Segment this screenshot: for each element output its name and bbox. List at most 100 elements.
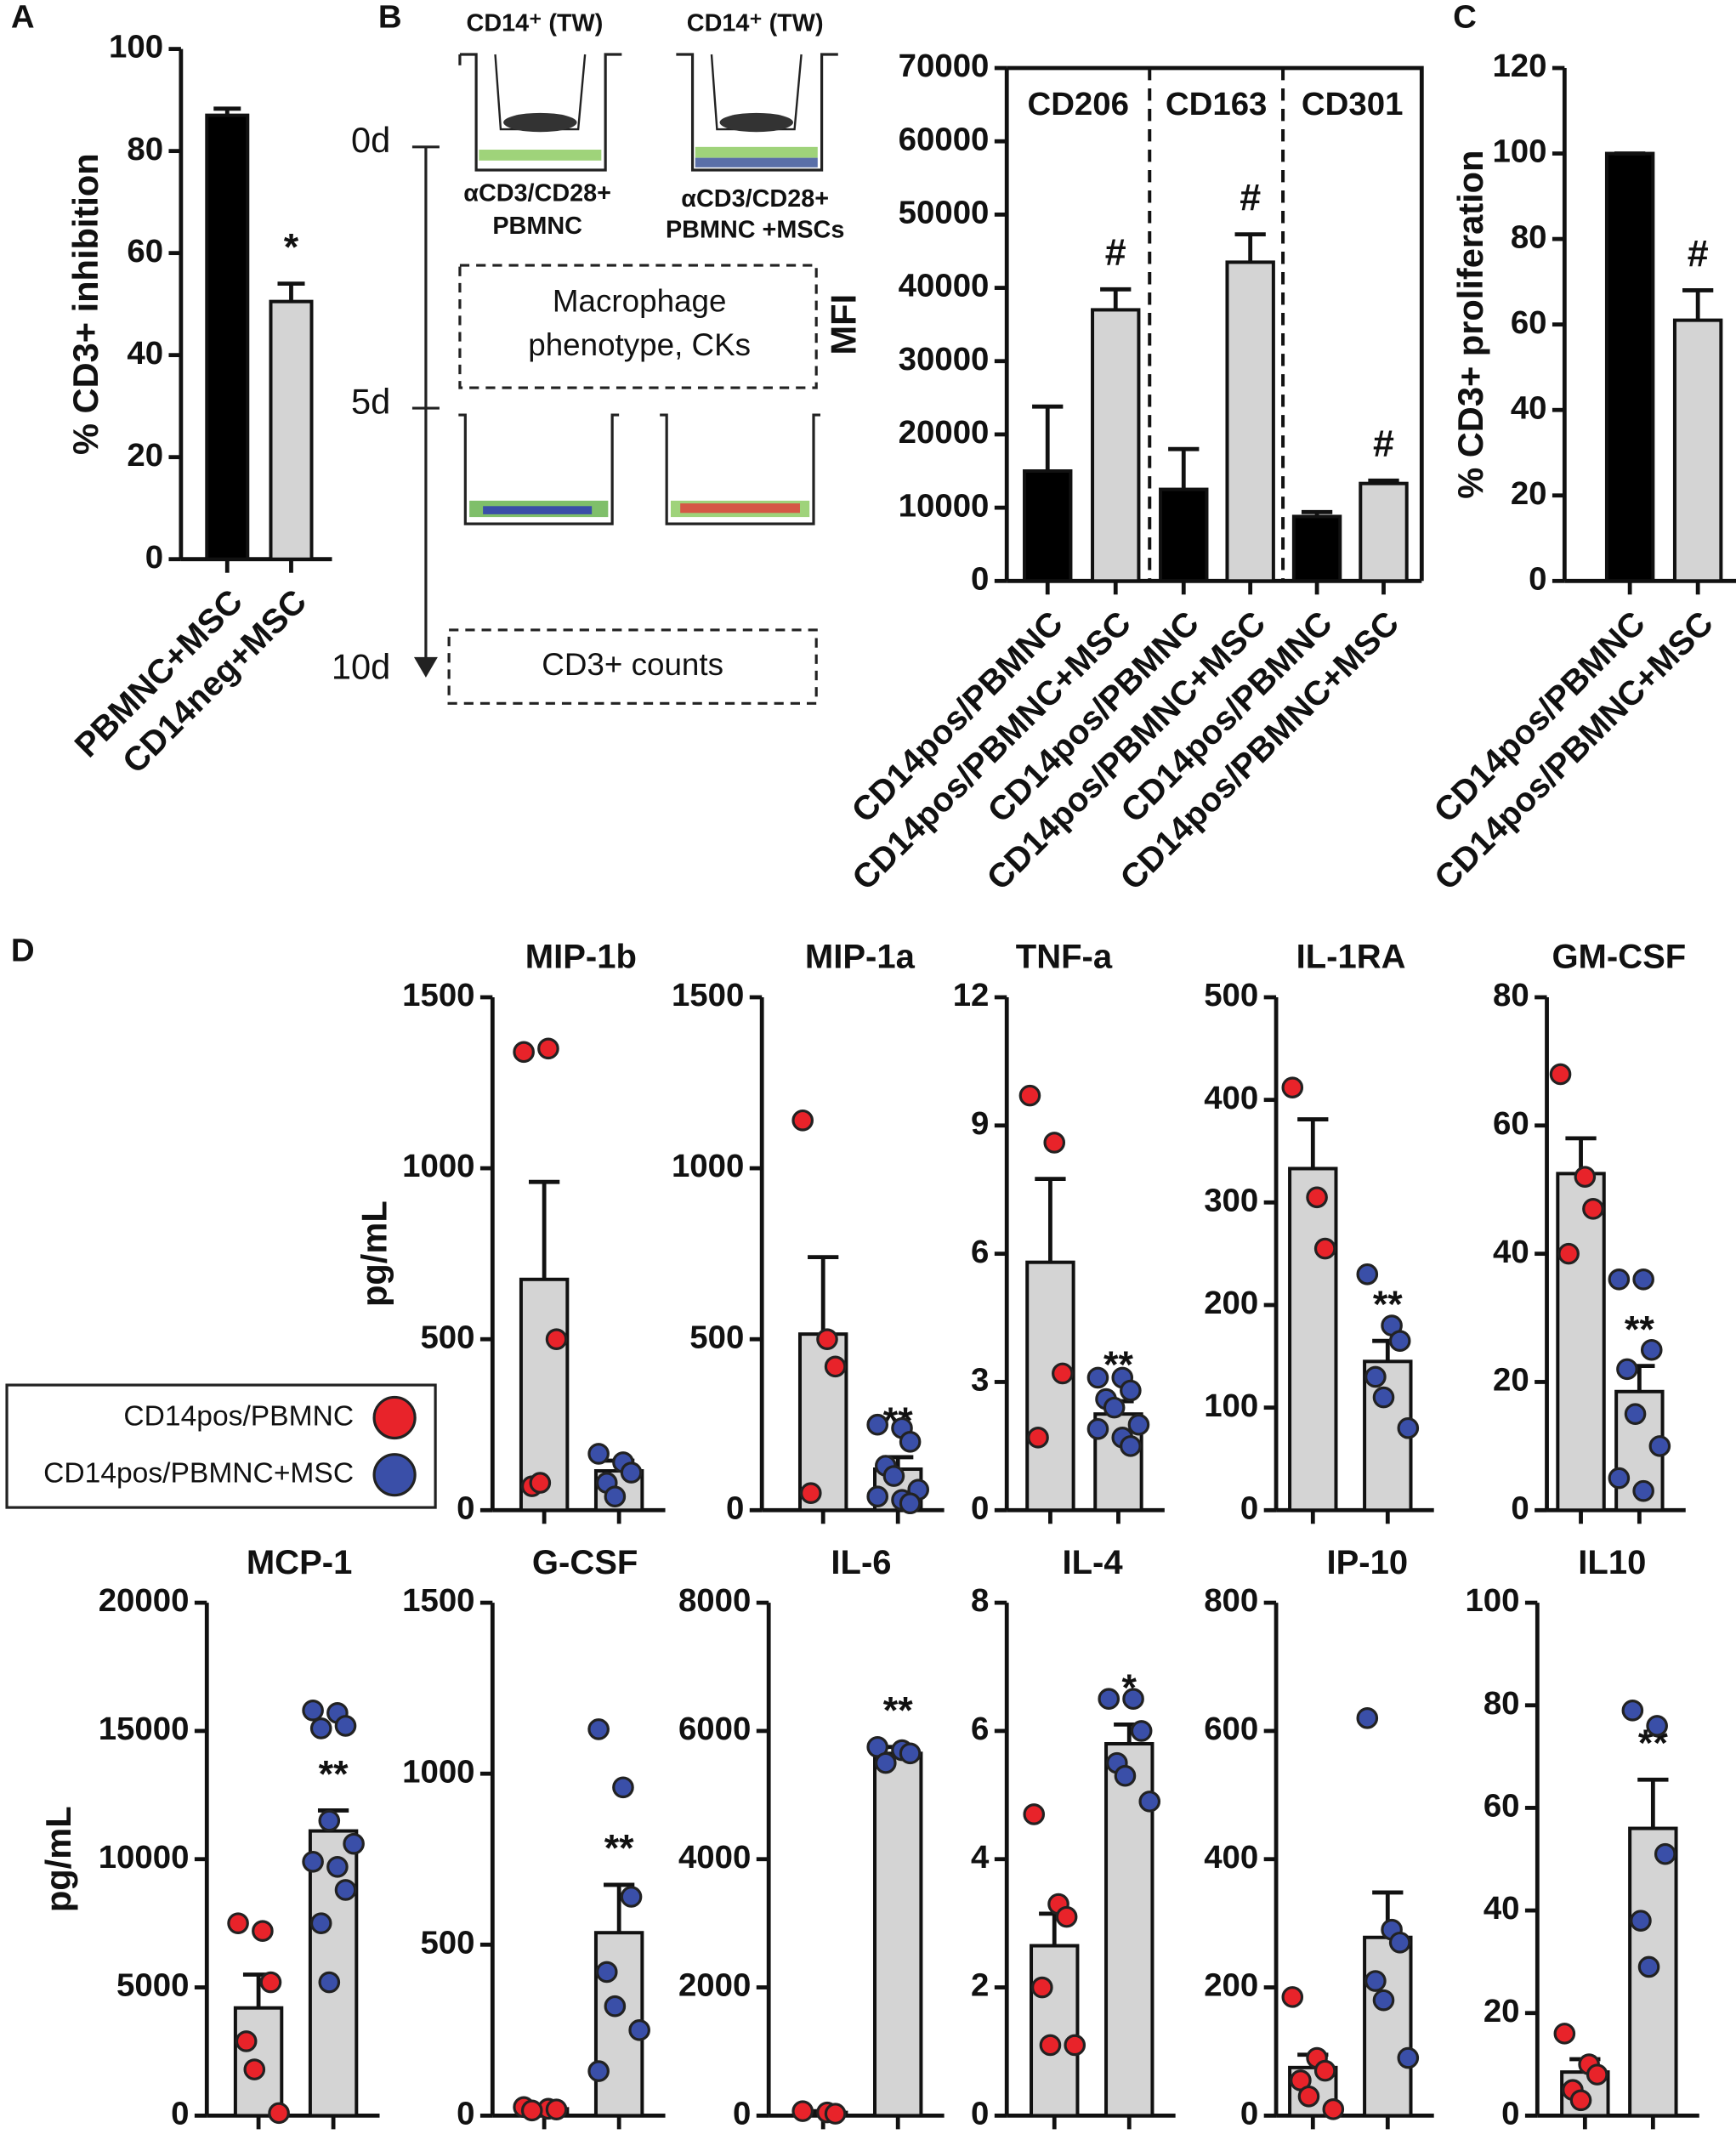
y-tick-label: 100 xyxy=(1204,1388,1258,1424)
data-point xyxy=(1356,1263,1379,1286)
data-point xyxy=(1582,1198,1604,1220)
y-tick-label: 9 xyxy=(971,1105,989,1142)
data-point xyxy=(326,1855,349,1878)
data-point xyxy=(1637,1955,1660,1978)
y-tick-label: 20 xyxy=(1511,475,1547,512)
y-tick-label: 0 xyxy=(457,1490,474,1526)
group-label: CD163 xyxy=(1166,86,1268,122)
chart-title: IP-10 xyxy=(1326,1544,1408,1581)
data-point xyxy=(1364,1365,1387,1388)
y-tick-label: 600 xyxy=(1204,1711,1258,1747)
y-tick-label: 500 xyxy=(1204,977,1258,1013)
data-point xyxy=(1397,2046,1420,2069)
data-point xyxy=(227,1912,249,1934)
panel-label: D xyxy=(11,932,35,968)
well xyxy=(459,53,622,172)
data-point xyxy=(791,1109,814,1132)
data-point xyxy=(1052,1362,1074,1385)
data-point xyxy=(620,1461,643,1484)
data-point xyxy=(1624,1403,1647,1425)
error-bar xyxy=(1234,232,1266,263)
annotation: ** xyxy=(883,1689,913,1732)
data-point xyxy=(1388,1931,1411,1954)
y-tick-label: 1000 xyxy=(402,1148,474,1184)
annotation: ** xyxy=(319,1752,349,1795)
data-point xyxy=(334,1715,357,1737)
y-tick-label: 20 xyxy=(127,437,163,474)
data-point xyxy=(604,1995,627,2018)
data-point xyxy=(1086,1366,1109,1389)
annotation: # xyxy=(1105,231,1126,274)
error-bar xyxy=(1301,509,1333,517)
data-point xyxy=(604,1485,627,1507)
cells xyxy=(483,506,593,514)
y-tick-label: 2 xyxy=(971,1967,989,2004)
y-tick-label: 100 xyxy=(1492,133,1546,170)
y-tick-label: 60 xyxy=(1511,304,1547,341)
data-point xyxy=(309,1717,332,1740)
data-point xyxy=(1055,1905,1078,1928)
panel-label: B xyxy=(378,0,402,36)
data-point xyxy=(545,1328,568,1350)
well-label: PBMNC xyxy=(492,213,582,240)
annotation: # xyxy=(1240,176,1261,219)
legend-label: CD14pos/PBMNC+MSC xyxy=(43,1458,354,1490)
y-tick-label: 30000 xyxy=(899,341,990,377)
error-bar xyxy=(213,106,241,116)
data-point xyxy=(875,1751,897,1774)
error-bar xyxy=(808,1255,839,1335)
y-tick-label: 6 xyxy=(971,1711,989,1747)
data-point xyxy=(318,1971,341,1994)
bar xyxy=(1159,487,1209,583)
data-point xyxy=(1297,2085,1320,2108)
y-tick-label: 0 xyxy=(733,2096,751,2132)
data-point xyxy=(318,1809,341,1832)
arrowhead xyxy=(413,656,438,678)
data-point xyxy=(866,1413,889,1436)
data-point xyxy=(1043,1132,1066,1154)
cells xyxy=(680,503,800,514)
y-tick-label: 400 xyxy=(1204,1080,1258,1116)
annotation: * xyxy=(284,225,299,268)
data-point xyxy=(1646,1715,1668,1737)
y-tick-label: 60 xyxy=(1484,1788,1520,1825)
data-point xyxy=(1616,1358,1638,1381)
y-tick-label: 20000 xyxy=(99,1582,190,1619)
bar xyxy=(1025,1260,1075,1513)
chart-title: GM-CSF xyxy=(1552,939,1686,976)
well-title: CD14⁺ (TW) xyxy=(467,9,604,37)
data-point xyxy=(1120,1379,1142,1402)
data-point xyxy=(1372,1989,1395,2012)
data-point xyxy=(1138,1791,1161,1813)
data-point xyxy=(899,1492,922,1515)
y-tick-label: 5000 xyxy=(116,1967,189,2004)
data-point xyxy=(1031,1976,1053,1999)
bar xyxy=(1359,481,1409,583)
error-bar xyxy=(1100,287,1132,310)
box-text: CD3+ counts xyxy=(542,647,723,682)
bar xyxy=(873,1751,923,2118)
y-tick-label: 800 xyxy=(1204,1582,1258,1619)
error-bar xyxy=(277,281,305,302)
y-tick-label: 0 xyxy=(145,539,163,576)
y-tick-label: 400 xyxy=(1204,1839,1258,1876)
data-point xyxy=(1557,1242,1580,1265)
y-axis-label: MFI xyxy=(823,294,863,355)
y-tick-label: 3 xyxy=(971,1362,989,1399)
data-point xyxy=(1397,1416,1420,1439)
data-point xyxy=(520,2099,543,2122)
y-tick-label: 20 xyxy=(1484,1993,1520,2029)
y-tick-label: 1500 xyxy=(672,977,744,1013)
cells xyxy=(695,157,818,167)
y-axis-label: % CD3+ proliferation xyxy=(1450,150,1490,499)
group-label: CD301 xyxy=(1302,86,1404,122)
y-tick-label: 60 xyxy=(127,233,163,270)
data-point xyxy=(628,2019,650,2041)
data-point xyxy=(799,1482,822,1504)
bar xyxy=(519,1277,570,1513)
data-point xyxy=(1364,1970,1387,1992)
error-bar xyxy=(1682,288,1714,321)
legend-box xyxy=(5,1383,437,1509)
data-point xyxy=(1574,1166,1597,1188)
